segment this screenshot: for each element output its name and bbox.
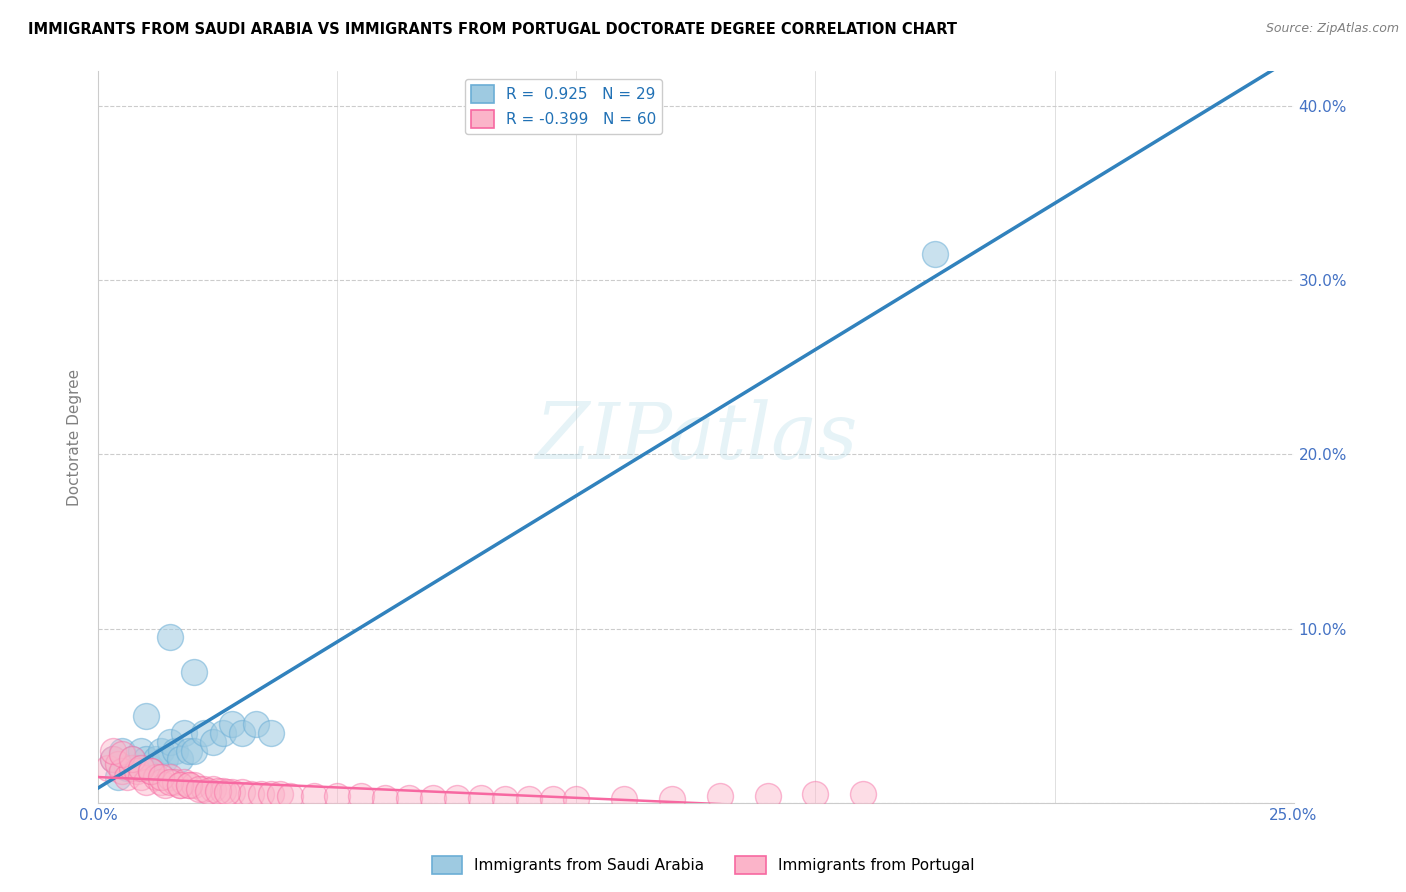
Point xyxy=(159,631,181,645)
Point xyxy=(259,787,281,801)
Point xyxy=(179,778,201,792)
Point xyxy=(193,781,215,796)
Point xyxy=(121,752,143,766)
Point xyxy=(135,775,157,789)
Point xyxy=(169,778,191,792)
Point xyxy=(211,726,233,740)
Point xyxy=(125,764,148,779)
Point xyxy=(145,770,167,784)
Point xyxy=(197,783,219,797)
Point xyxy=(202,735,225,749)
Y-axis label: Doctorate Degree: Doctorate Degree xyxy=(67,368,83,506)
Point xyxy=(221,785,243,799)
Point xyxy=(924,247,946,261)
Point xyxy=(115,761,138,775)
Point xyxy=(207,783,229,797)
Point xyxy=(250,787,273,801)
Point xyxy=(852,787,875,801)
Point xyxy=(173,726,195,740)
Point xyxy=(804,787,827,801)
Point xyxy=(145,752,167,766)
Text: IMMIGRANTS FROM SAUDI ARABIA VS IMMIGRANTS FROM PORTUGAL DOCTORATE DEGREE CORREL: IMMIGRANTS FROM SAUDI ARABIA VS IMMIGRAN… xyxy=(28,22,957,37)
Point xyxy=(269,787,291,801)
Point xyxy=(101,752,124,766)
Point xyxy=(149,743,172,757)
Point xyxy=(121,761,143,775)
Point xyxy=(163,743,186,757)
Point xyxy=(111,743,134,757)
Point xyxy=(326,789,349,803)
Point xyxy=(183,665,205,680)
Point xyxy=(149,770,172,784)
Text: Source: ZipAtlas.com: Source: ZipAtlas.com xyxy=(1265,22,1399,36)
Point xyxy=(163,775,186,789)
Point xyxy=(231,785,253,799)
Point xyxy=(709,789,731,803)
Point xyxy=(446,790,468,805)
Point xyxy=(155,778,177,792)
Point xyxy=(217,785,239,799)
Point xyxy=(121,752,143,766)
Point xyxy=(169,752,191,766)
Text: ZIPatlas: ZIPatlas xyxy=(534,399,858,475)
Point xyxy=(231,726,253,740)
Point xyxy=(302,789,325,803)
Point xyxy=(202,781,225,796)
Point xyxy=(101,752,124,766)
Point xyxy=(398,790,420,805)
Point xyxy=(517,792,540,806)
Point xyxy=(173,775,195,789)
Point xyxy=(211,783,233,797)
Point xyxy=(131,743,153,757)
Point xyxy=(565,792,588,806)
Point xyxy=(107,770,129,784)
Point xyxy=(756,789,779,803)
Point xyxy=(125,761,148,775)
Point xyxy=(139,764,162,779)
Point xyxy=(135,708,157,723)
Point xyxy=(494,792,516,806)
Point xyxy=(221,717,243,731)
Point xyxy=(149,775,172,789)
Legend: R =  0.925   N = 29, R = -0.399   N = 60: R = 0.925 N = 29, R = -0.399 N = 60 xyxy=(464,79,662,134)
Point xyxy=(245,717,267,731)
Point xyxy=(169,778,191,792)
Point xyxy=(187,781,209,796)
Point xyxy=(278,789,301,803)
Point xyxy=(183,778,205,792)
Point xyxy=(661,792,683,806)
Point xyxy=(155,752,177,766)
Point xyxy=(613,792,636,806)
Point xyxy=(183,743,205,757)
Point xyxy=(179,743,201,757)
Point xyxy=(97,761,120,775)
Point xyxy=(101,743,124,757)
Point xyxy=(107,757,129,772)
Point xyxy=(131,770,153,784)
Point xyxy=(139,764,162,779)
Point xyxy=(350,789,373,803)
Point xyxy=(470,790,492,805)
Point xyxy=(374,790,396,805)
Point xyxy=(179,778,201,792)
Point xyxy=(541,792,564,806)
Point xyxy=(131,761,153,775)
Point xyxy=(135,752,157,766)
Point xyxy=(115,770,138,784)
Legend: Immigrants from Saudi Arabia, Immigrants from Portugal: Immigrants from Saudi Arabia, Immigrants… xyxy=(426,850,980,880)
Point xyxy=(159,770,181,784)
Point xyxy=(422,790,444,805)
Point xyxy=(111,747,134,761)
Point xyxy=(193,726,215,740)
Point xyxy=(139,761,162,775)
Point xyxy=(240,787,263,801)
Point xyxy=(159,735,181,749)
Point xyxy=(159,775,181,789)
Point xyxy=(259,726,281,740)
Point xyxy=(111,764,134,779)
